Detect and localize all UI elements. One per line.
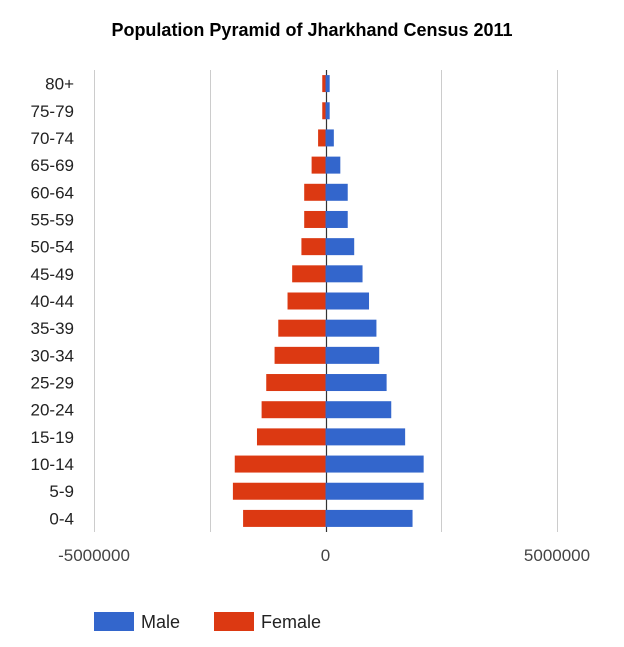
bar-male[interactable] (325, 156, 341, 174)
bar-male[interactable] (325, 319, 377, 337)
legend-label-female[interactable]: Female (261, 612, 321, 632)
category-label: 20-24 (31, 401, 74, 420)
category-label: 0-4 (49, 509, 74, 528)
bar-male[interactable] (325, 265, 363, 283)
bar-male[interactable] (325, 455, 424, 473)
chart-title: Population Pyramid of Jharkhand Census 2… (111, 20, 512, 40)
bar-male[interactable] (325, 346, 380, 364)
category-label: 65-69 (31, 156, 74, 175)
bar-female[interactable] (322, 75, 326, 93)
bar-female[interactable] (304, 210, 326, 228)
x-tick-label: 0 (321, 546, 330, 565)
category-label: 55-59 (31, 210, 74, 229)
category-label: 5-9 (49, 482, 74, 501)
bar-female[interactable] (287, 292, 326, 310)
legend-label-male[interactable]: Male (141, 612, 180, 632)
category-label: 15-19 (31, 428, 74, 447)
x-axis-ticks: -5000000 0 5000000 (58, 546, 590, 565)
category-label: 60-64 (31, 183, 74, 202)
legend[interactable]: Male Female (94, 612, 321, 632)
bar-male[interactable] (325, 129, 334, 147)
bar-female[interactable] (311, 156, 326, 174)
x-tick-label: -5000000 (58, 546, 130, 565)
bar-male[interactable] (325, 482, 424, 500)
category-label: 30-34 (31, 346, 74, 365)
bar-female[interactable] (261, 401, 326, 419)
bar-male[interactable] (325, 428, 406, 446)
bar-male[interactable] (325, 102, 330, 120)
bar-female[interactable] (243, 509, 326, 527)
bar-female[interactable] (318, 129, 326, 147)
category-label: 40-44 (31, 292, 74, 311)
category-label: 10-14 (31, 455, 74, 474)
bar-male[interactable] (325, 75, 330, 93)
category-label: 75-79 (31, 102, 74, 121)
bar-male[interactable] (325, 292, 370, 310)
bars (232, 75, 424, 527)
bar-male[interactable] (325, 210, 348, 228)
bar-female[interactable] (274, 346, 326, 364)
category-label: 80+ (45, 75, 74, 94)
bar-male[interactable] (325, 401, 392, 419)
x-tick-label: 5000000 (524, 546, 590, 565)
bar-female[interactable] (234, 455, 326, 473)
bar-female[interactable] (266, 374, 326, 392)
legend-swatch-male[interactable] (94, 612, 134, 631)
bar-male[interactable] (325, 509, 413, 527)
bar-female[interactable] (292, 265, 326, 283)
bar-male[interactable] (325, 183, 348, 201)
category-label: 70-74 (31, 129, 74, 148)
category-label: 25-29 (31, 374, 74, 393)
category-label: 50-54 (31, 238, 74, 257)
bar-female[interactable] (256, 428, 326, 446)
category-labels: 0-4 5-9 10-14 15-19 20-24 25-29 30-34 35-39 40-4… (31, 75, 75, 529)
bar-female[interactable] (301, 238, 326, 256)
bar-male[interactable] (325, 374, 387, 392)
bar-female[interactable] (322, 102, 326, 120)
category-label: 35-39 (31, 319, 74, 338)
bar-male[interactable] (325, 238, 355, 256)
bar-female[interactable] (232, 482, 326, 500)
legend-swatch-female[interactable] (214, 612, 254, 631)
bar-female[interactable] (278, 319, 326, 337)
category-label: 45-49 (31, 265, 74, 284)
bar-female[interactable] (304, 183, 326, 201)
